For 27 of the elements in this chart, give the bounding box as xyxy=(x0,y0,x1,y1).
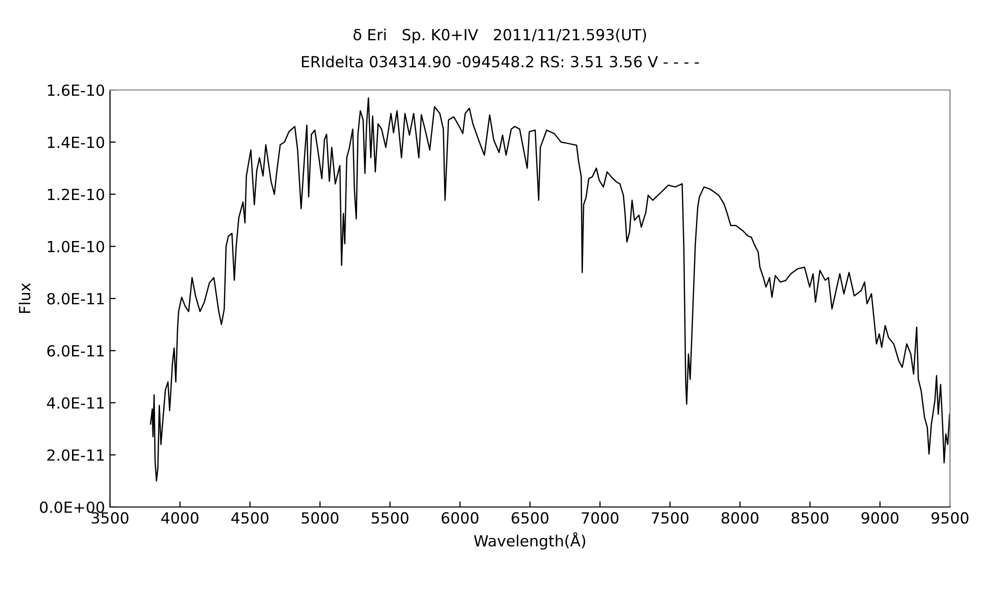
x-tick-label: 5500 xyxy=(372,512,408,524)
x-tick-label: 5000 xyxy=(302,512,338,524)
x-tick-label: 3500 xyxy=(92,512,128,524)
chart-subtitle: ERIdelta 034314.90 -094548.2 RS: 3.51 3.56 V - - - - xyxy=(302,56,699,68)
x-tick-label: 7500 xyxy=(652,512,688,524)
y-tick-label: 4.0E-11 xyxy=(46,397,104,409)
x-tick-label: 9000 xyxy=(862,512,898,524)
line-series xyxy=(150,97,950,482)
x-tick-label: 4500 xyxy=(231,512,268,524)
x-tick-label: 6500 xyxy=(512,512,548,524)
y-tick-label: 1.0E-10 xyxy=(48,240,104,252)
y-tick-label: 0.0E+00 xyxy=(40,501,104,514)
x-tick-label: 9500 xyxy=(932,512,968,524)
x-tick-label: 8500 xyxy=(792,512,828,524)
y-tick-label: 1.6E-10 xyxy=(48,84,104,96)
x-tick-label: 7000 xyxy=(582,512,618,524)
y-tick-label: 8.0E-11 xyxy=(47,292,104,305)
chart-title: δ Eri Sp. K0+IV 2011/11/21.593(UT) xyxy=(354,28,646,44)
y-tick-label: 1.4E-10 xyxy=(48,136,104,148)
x-tick-label: 6000 xyxy=(442,512,478,524)
y-tick-label: 6.0E-11 xyxy=(47,345,104,357)
x-axis-title: Wavelength(Å) xyxy=(474,532,586,550)
y-axis-title: Flux xyxy=(18,283,30,313)
y-tick-label: 2.0E-11 xyxy=(47,449,104,461)
x-tick-label: 8000 xyxy=(722,512,758,524)
y-tick-label: 1.2E-10 xyxy=(48,188,104,200)
x-tick-label: 4000 xyxy=(161,512,198,524)
